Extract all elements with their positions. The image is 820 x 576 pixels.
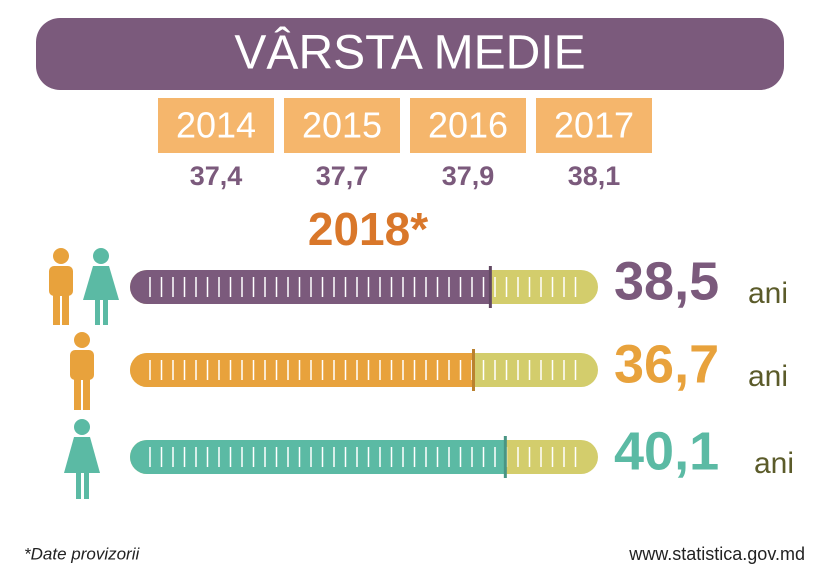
- unit-label: ani: [748, 277, 788, 310]
- bar: [130, 440, 506, 474]
- year-label: 2017: [554, 105, 634, 146]
- year-label: 2015: [302, 105, 382, 146]
- icon-woman: [64, 419, 100, 499]
- value-label: 38,5: [614, 251, 719, 311]
- year-value: 37,9: [442, 161, 495, 191]
- year-value: 38,1: [568, 161, 621, 191]
- icon-man: [49, 248, 73, 325]
- year-box: [410, 98, 526, 153]
- year-value: 37,7: [316, 161, 369, 191]
- title: VÂRSTA MEDIE: [234, 27, 585, 80]
- icon-woman: [83, 248, 119, 325]
- source: www.statistica.gov.md: [628, 544, 805, 564]
- value-label: 36,7: [614, 334, 719, 394]
- year-label: 2014: [176, 105, 256, 146]
- unit-label: ani: [748, 360, 788, 393]
- year-box: [536, 98, 652, 153]
- bar: [130, 270, 491, 304]
- title-banner: [36, 18, 784, 90]
- chart-title: 2018*: [308, 203, 428, 255]
- year-box: [158, 98, 274, 153]
- icon-man: [70, 332, 94, 410]
- footnote: *Date provizorii: [24, 544, 140, 563]
- bar: [130, 353, 474, 387]
- unit-label: ani: [754, 447, 794, 480]
- value-label: 40,1: [614, 421, 719, 481]
- year-box: [284, 98, 400, 153]
- year-label: 2016: [428, 105, 508, 146]
- year-value: 37,4: [190, 161, 243, 191]
